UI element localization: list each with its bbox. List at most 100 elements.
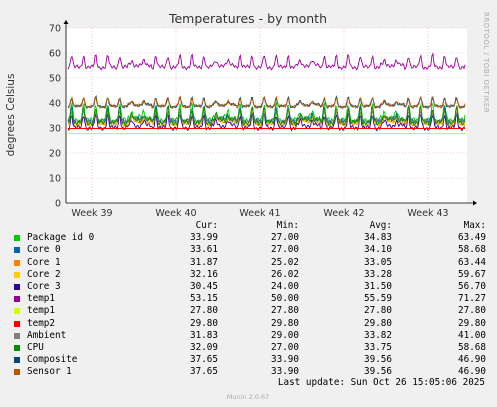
legend-max: 46.90 (458, 354, 486, 366)
rrdtool-credit: RRDTOOL / TOBI OETIKER (482, 12, 490, 113)
x-tick-label: Week 41 (239, 208, 280, 219)
legend-swatch (14, 296, 20, 303)
legend-max: 71.27 (458, 293, 486, 305)
legend-min: 27.00 (271, 244, 299, 256)
legend-label: Composite (27, 354, 78, 366)
y-tick-label: 40 (49, 99, 61, 110)
munin-version: Munin 2.0.67 (227, 393, 270, 401)
legend-label: temp1 (27, 293, 55, 305)
legend-max: 46.90 (458, 366, 486, 378)
legend-row: Core 3 30.45 24.00 31.50 56.70 (12, 281, 488, 293)
series-line (67, 104, 466, 127)
legend-label: Core 0 (27, 244, 61, 256)
legend-swatch (14, 247, 20, 254)
x-tick-label: Week 39 (71, 208, 112, 219)
legend-swatch (14, 259, 20, 266)
legend-cur: 53.15 (190, 293, 218, 305)
legend-row: CPU 32.09 27.00 33.75 58.68 (12, 342, 488, 354)
legend-min: 25.02 (271, 256, 299, 268)
legend-swatch (14, 332, 20, 339)
chart-title: Temperatures - by month (168, 11, 327, 26)
legend-max: 56.70 (458, 280, 486, 292)
legend-avg: 33.28 (364, 268, 392, 280)
y-axis-label: degrees Celsius (5, 74, 17, 157)
axes (63, 20, 477, 206)
legend-avg: 29.80 (364, 317, 392, 329)
legend-row: Core 0 33.61 27.00 34.10 58.68 (12, 244, 488, 256)
legend-max: 63.44 (458, 256, 486, 268)
legend-swatch (14, 271, 20, 278)
legend-max: 27.80 (458, 305, 486, 317)
legend-row: Ambient 31.83 29.00 33.82 41.00 (12, 330, 488, 342)
legend-min: 50.00 (271, 293, 299, 305)
header-avg: Avg: (369, 220, 392, 231)
legend-row: temp1 27.80 27.80 27.80 27.80 (12, 305, 488, 317)
series-line (67, 95, 466, 110)
legend-label: Core 1 (27, 256, 61, 268)
x-tick-label: Week 40 (155, 208, 196, 219)
legend-avg: 34.83 (364, 232, 392, 244)
legend-swatch (14, 357, 20, 364)
legend-label: Core 2 (27, 268, 61, 280)
legend-avg: 34.10 (364, 244, 392, 256)
legend-label: Core 3 (27, 280, 61, 292)
legend-row: Composite 37.65 33.90 39.56 46.90 (12, 354, 488, 366)
legend-cur: 31.83 (190, 329, 218, 341)
y-tick-label: 70 (49, 24, 61, 35)
legend-min: 33.90 (271, 354, 299, 366)
legend-row: Core 2 32.16 26.02 33.28 59.67 (12, 269, 488, 281)
legend-row: temp2 29.80 29.80 29.80 29.80 (12, 318, 488, 330)
y-tick-label: 50 (49, 74, 61, 85)
legend-cur: 31.87 (190, 256, 218, 268)
legend-avg: 39.56 (364, 354, 392, 366)
legend-min: 27.00 (271, 341, 299, 353)
legend-cur: 32.09 (190, 341, 218, 353)
legend-swatch (14, 344, 20, 351)
x-tick-label: Week 43 (407, 208, 448, 219)
header-max: Max: (463, 220, 486, 231)
legend-cur: 37.65 (190, 366, 218, 378)
series-lines (67, 52, 466, 134)
legend-row: Core 1 31.87 25.02 33.05 63.44 (12, 257, 488, 269)
legend-label: Sensor 1 (27, 366, 72, 378)
legend-cur: 33.99 (190, 232, 218, 244)
y-tick-label: 20 (49, 149, 61, 160)
last-update: Last update: Sun Oct 26 15:05:06 2025 (277, 377, 485, 388)
legend-min: 27.00 (271, 232, 299, 244)
legend-max: 58.68 (458, 244, 486, 256)
legend-max: 29.80 (458, 317, 486, 329)
legend-cur: 33.61 (190, 244, 218, 256)
legend-avg: 27.80 (364, 305, 392, 317)
x-axis-ticks: Week 39 Week 40 Week 41 Week 42 Week 43 (71, 208, 448, 219)
legend-avg: 39.56 (364, 366, 392, 378)
legend-swatch (14, 283, 20, 290)
legend-max: 58.68 (458, 341, 486, 353)
legend-cur: 30.45 (190, 280, 218, 292)
legend-label: temp1 (27, 305, 55, 317)
legend-row: Sensor 1 37.65 33.90 39.56 46.90 (12, 366, 488, 378)
legend-min: 29.80 (271, 317, 299, 329)
legend-label: Package id 0 (27, 232, 95, 244)
legend-label: CPU (27, 341, 44, 353)
x-axis-arrow (473, 200, 477, 206)
y-axis-ticks: 0 10 20 30 40 50 60 70 (49, 24, 61, 210)
y-tick-label: 0 (55, 199, 61, 210)
header-min: Min: (276, 220, 299, 231)
legend-cur: 29.80 (190, 317, 218, 329)
legend-row: Package id 0 33.99 27.00 34.83 63.49 (12, 232, 488, 244)
legend-header: Cur: Min: Avg: Max: (12, 220, 488, 232)
legend-label: Ambient (27, 329, 67, 341)
y-axis-arrow (63, 20, 69, 24)
y-tick-label: 60 (49, 49, 61, 60)
header-cur: Cur: (195, 220, 218, 231)
series-line (67, 52, 466, 71)
legend-min: 33.90 (271, 366, 299, 378)
legend-min: 24.00 (271, 280, 299, 292)
legend-swatch (14, 320, 20, 327)
legend: Cur: Min: Avg: Max: Package id 0 33.99 27.… (12, 220, 488, 378)
legend-avg: 31.50 (364, 280, 392, 292)
legend-swatch (14, 369, 20, 376)
legend-max: 63.49 (458, 232, 486, 244)
legend-avg: 33.75 (364, 341, 392, 353)
